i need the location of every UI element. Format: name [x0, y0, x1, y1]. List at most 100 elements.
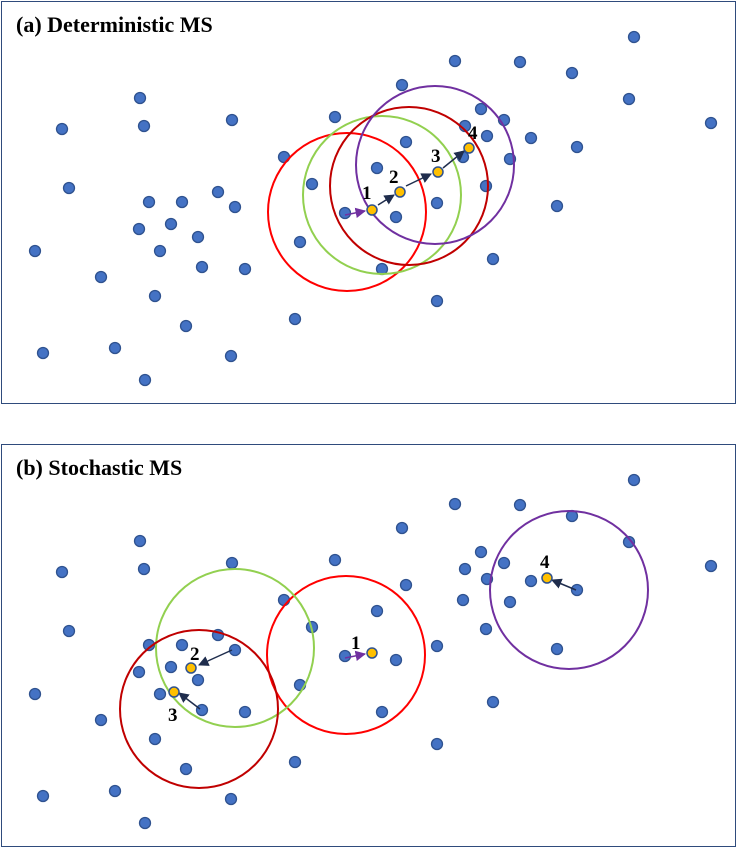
data-point: [375, 262, 389, 276]
data-point: [62, 181, 76, 195]
data-point: [375, 705, 389, 719]
data-point: [704, 559, 718, 573]
data-point: [142, 195, 156, 209]
kernel-windows: [119, 510, 649, 789]
data-point: [224, 349, 238, 363]
center-step-2: [394, 186, 406, 198]
data-point: [108, 341, 122, 355]
center-step-1: [366, 204, 378, 216]
shift-arrow-3: [178, 692, 201, 710]
data-point: [153, 687, 167, 701]
shift-arrow-2: [377, 194, 395, 206]
data-point: [513, 55, 527, 69]
data-point: [179, 319, 193, 333]
data-point: [225, 113, 239, 127]
data-point: [399, 135, 413, 149]
step-label-1: 1: [351, 633, 361, 654]
data-point: [175, 195, 189, 209]
center-step-1: [366, 647, 378, 659]
step-label-3: 3: [168, 705, 178, 726]
data-point: [328, 553, 342, 567]
data-points: [28, 30, 718, 387]
step-label-4: 4: [540, 552, 550, 573]
data-point: [132, 665, 146, 679]
data-point: [328, 110, 342, 124]
data-point: [62, 624, 76, 638]
window-step-2: [302, 115, 462, 275]
panel-title: (a) Deterministic MS: [16, 12, 213, 37]
data-point: [622, 92, 636, 106]
data-point: [338, 206, 352, 220]
data-points: [28, 473, 718, 830]
data-point: [132, 222, 146, 236]
data-point: [36, 346, 50, 360]
data-point: [36, 789, 50, 803]
data-point: [288, 755, 302, 769]
window-step-4: [355, 85, 515, 245]
data-point: [137, 119, 151, 133]
data-point: [94, 713, 108, 727]
shift-arrow-4: [442, 150, 465, 169]
data-point: [277, 593, 291, 607]
data-point: [486, 695, 500, 709]
shift-arrow-1: [344, 650, 367, 662]
data-point: [133, 534, 147, 548]
data-point: [370, 604, 384, 618]
data-point: [164, 660, 178, 674]
data-point: [430, 294, 444, 308]
shift-arrows: [178, 578, 577, 710]
data-point: [28, 244, 42, 258]
shift-arrows: [344, 150, 465, 219]
panel-stochastic: (b) Stochastic MS: [1, 444, 736, 847]
center-step-4: [463, 142, 475, 154]
shift-arrow-1: [344, 207, 367, 219]
data-point: [228, 200, 242, 214]
window-step-3: [119, 629, 279, 789]
data-point: [94, 270, 108, 284]
data-point: [191, 673, 205, 687]
data-point: [395, 521, 409, 535]
center-step-4: [541, 572, 553, 584]
shift-arrow-3: [405, 173, 432, 187]
window-step-1: [266, 575, 426, 735]
data-point: [570, 140, 584, 154]
data-point: [153, 244, 167, 258]
window-step-1: [267, 132, 427, 292]
data-point: [288, 312, 302, 326]
data-point: [395, 78, 409, 92]
data-point: [137, 562, 151, 576]
data-point: [370, 161, 384, 175]
data-point: [513, 498, 527, 512]
data-point: [503, 595, 517, 609]
data-point: [550, 199, 564, 213]
data-point: [133, 91, 147, 105]
data-point: [627, 473, 641, 487]
window-step-2: [155, 568, 315, 728]
data-point: [195, 260, 209, 274]
data-point: [570, 583, 584, 597]
data-point: [148, 732, 162, 746]
data-point: [486, 252, 500, 266]
data-point: [524, 131, 538, 145]
shift-arrow-4: [551, 578, 577, 591]
data-point: [225, 556, 239, 570]
data-point: [479, 622, 493, 636]
step-label-4: 4: [468, 123, 478, 144]
data-point: [565, 66, 579, 80]
panel-deterministic: (a) Deterministic MS: [1, 1, 736, 404]
step-label-1: 1: [362, 183, 372, 204]
window-step-4: [489, 510, 649, 670]
step-label-2: 2: [389, 167, 399, 188]
data-point: [224, 792, 238, 806]
data-point: [138, 373, 152, 387]
data-point: [474, 545, 488, 559]
data-point: [448, 497, 462, 511]
diagram-stochastic: 1 2 3 4: [28, 473, 718, 830]
data-point: [448, 54, 462, 68]
data-point: [338, 649, 352, 663]
data-point: [550, 642, 564, 656]
mode-estimates: [366, 142, 475, 216]
data-point: [191, 230, 205, 244]
data-point: [430, 639, 444, 653]
data-point: [430, 196, 444, 210]
